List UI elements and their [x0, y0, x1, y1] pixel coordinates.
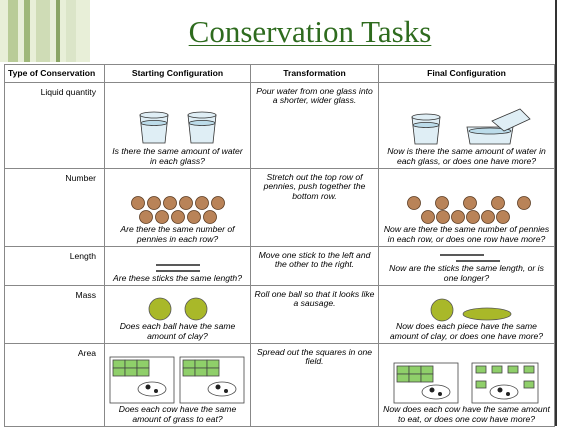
start-cell: Does each cow have the same amount of gr…	[104, 343, 251, 427]
type-cell: Liquid quantity	[4, 82, 105, 169]
transformation-cell: Move one stick to the left and the other…	[250, 246, 379, 286]
final-cell: Now does each piece have the same amount…	[378, 285, 555, 344]
clay-illustration	[430, 298, 511, 322]
transformation-cell: Stretch out the top row of pennies, push…	[250, 168, 379, 247]
header-row: Type of Conservation Starting Configurat…	[4, 64, 555, 83]
caption: Is there the same amount of water in eac…	[112, 146, 243, 166]
final-cell: Now does each cow have the same amount t…	[378, 343, 555, 427]
caption: Now is there the same amount of water in…	[387, 146, 546, 166]
start-cell: Are these sticks the same length?	[104, 246, 251, 286]
start-cell: Is there the same amount of water in eac…	[104, 82, 251, 169]
final-cell: Now are the sticks the same length, or i…	[378, 246, 555, 286]
type-cell: Length	[4, 246, 105, 286]
column-header: Final Configuration	[378, 64, 555, 83]
caption: Now does each piece have the same amount…	[389, 321, 544, 341]
transformation-cell: Roll one ball so that it looks like a sa…	[250, 285, 379, 344]
glasses-illustration	[139, 111, 216, 144]
row: Mass Does each ball have the same amount…	[4, 285, 555, 344]
caption: Does each cow have the same amount of gr…	[118, 404, 237, 424]
clay-illustration	[148, 297, 207, 321]
caption: Now are there the same number of pennies…	[383, 224, 550, 244]
start-cell: Are there the same number of pennies in …	[104, 168, 251, 247]
caption: Now are the sticks the same length, or i…	[389, 263, 544, 283]
start-cell: Does each ball have the same amount of c…	[104, 285, 251, 344]
column-header: Starting Configuration	[104, 64, 251, 83]
transformation-cell: Spread out the squares in one field.	[250, 343, 379, 427]
field-illustration	[109, 356, 245, 404]
type-cell: Number	[4, 168, 105, 247]
final-cell: Now are there the same number of pennies…	[378, 168, 555, 247]
caption: Does each ball have the same amount of c…	[119, 321, 236, 341]
transformation-cell: Pour water from one glass into a shorter…	[250, 82, 379, 169]
field-illustration	[393, 362, 538, 404]
pennies-illustration	[130, 196, 225, 224]
caption: Are there the same number of pennies in …	[120, 224, 235, 244]
glasses-illustration	[411, 108, 531, 145]
caption: Now does each cow have the same amount t…	[383, 404, 550, 424]
column-header: Type of Conservation	[4, 64, 105, 83]
row: Length Are these sticks the same length?…	[4, 246, 555, 286]
row: Liquid quantity Is there the same amount…	[4, 82, 555, 169]
pennies-illustration	[406, 196, 531, 224]
row: Area Does each cow have the same amount …	[4, 343, 555, 427]
type-cell: Area	[4, 343, 105, 427]
sticks-illustration	[155, 263, 200, 272]
type-cell: Mass	[4, 285, 105, 344]
conservation-table: Type of Conservation Starting Configurat…	[4, 64, 555, 427]
row: Number Are there the same number of penn…	[4, 168, 555, 247]
decoration	[0, 0, 90, 62]
column-header: Transformation	[250, 64, 379, 83]
sticks-illustration	[439, 254, 500, 262]
final-cell: Now is there the same amount of water in…	[378, 82, 555, 169]
edge-line	[555, 0, 557, 426]
slide-title: Conservation Tasks	[188, 14, 432, 49]
caption: Are these sticks the same length?	[113, 272, 242, 283]
